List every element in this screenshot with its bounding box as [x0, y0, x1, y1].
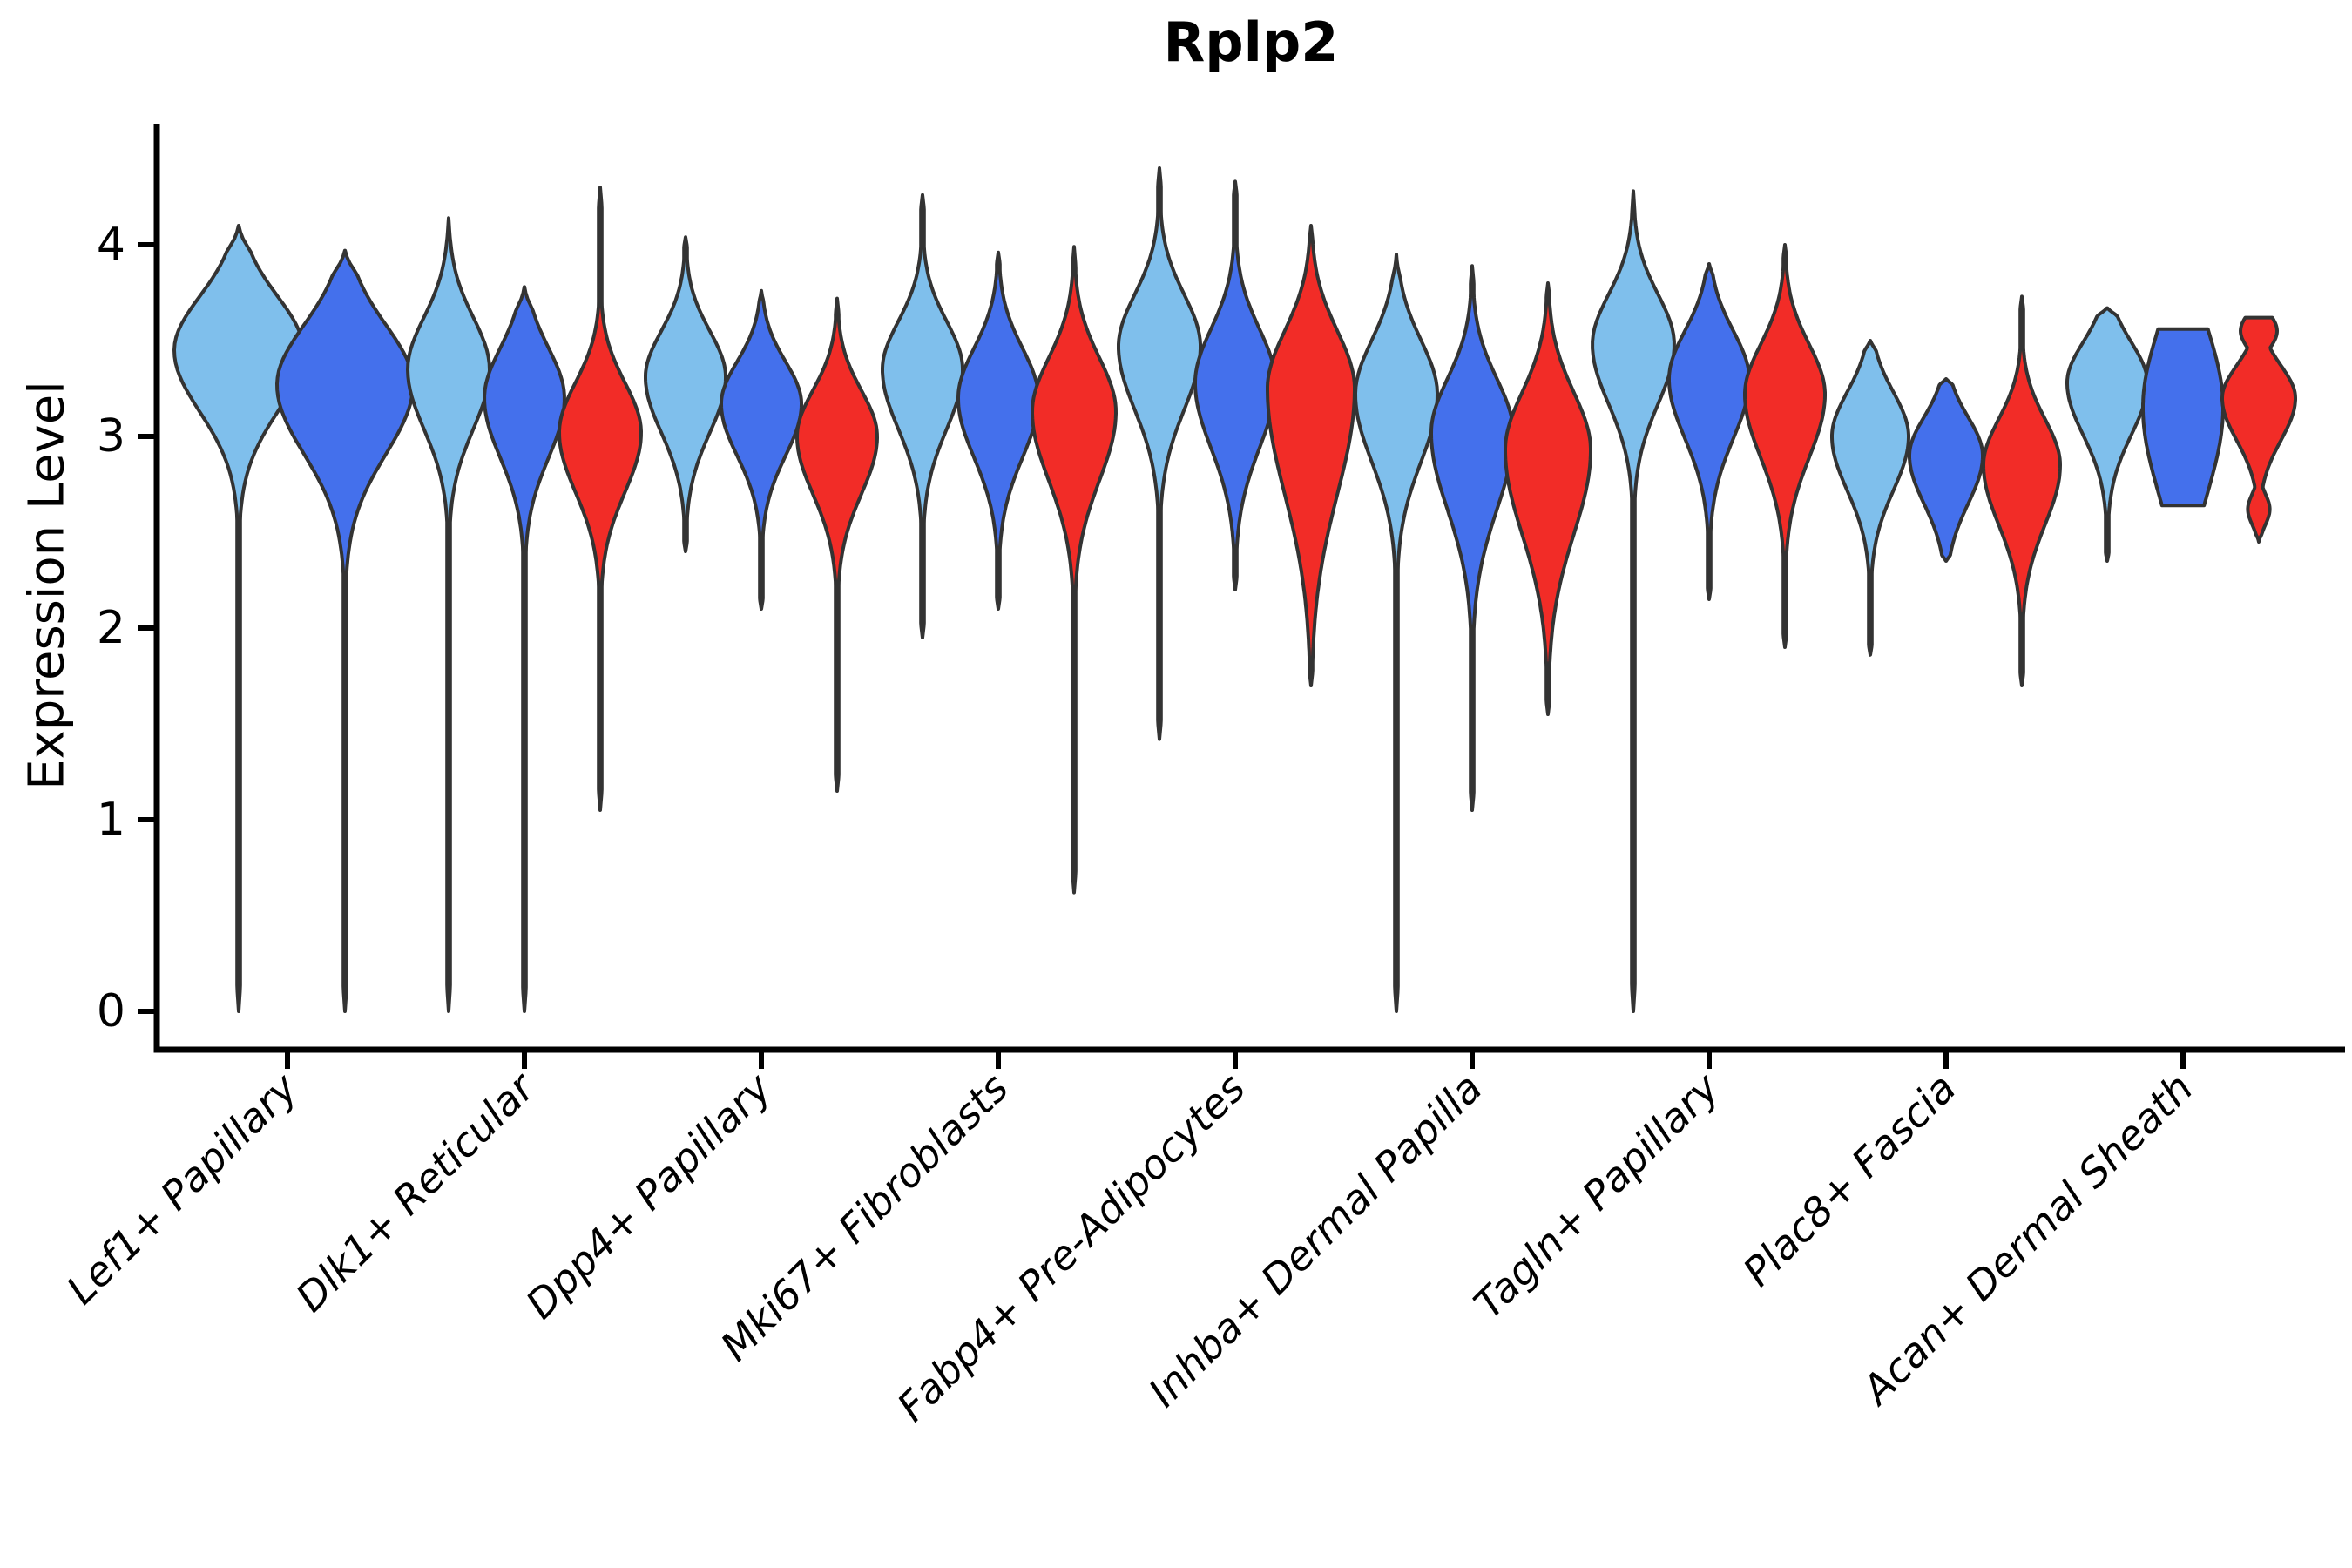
- violin-5-red: [1266, 224, 1356, 687]
- violin-6-light_blue: [1354, 253, 1439, 1013]
- violin-3-light_blue: [644, 235, 727, 553]
- violin-1-light_blue: [172, 224, 305, 1013]
- violin-5-light_blue: [1117, 166, 1202, 741]
- violin-7-light_blue: [1591, 189, 1676, 1013]
- x-category-label: Dpp4+ Papillary: [517, 1064, 781, 1328]
- violin-3-dark_blue: [720, 288, 803, 611]
- violin-8-light_blue: [1830, 339, 1910, 657]
- violin-7-dark_blue: [1667, 262, 1751, 601]
- y-tick-label: 2: [97, 602, 125, 654]
- x-category-label: Plac8+ Fascia: [1734, 1064, 1964, 1295]
- violin-2-light_blue: [406, 216, 491, 1013]
- violin-2-dark_blue: [483, 285, 566, 1013]
- y-tick-label: 3: [97, 410, 125, 463]
- x-category-label: Lef1+ Papillary: [57, 1064, 307, 1313]
- violin-8-red: [1982, 294, 2062, 687]
- violin-7-red: [1743, 243, 1827, 649]
- violin-3-red: [795, 296, 879, 793]
- violin-4-red: [1031, 245, 1118, 895]
- x-category-label: Dlk1+ Reticular: [287, 1062, 545, 1321]
- violin-5-dark_blue: [1193, 179, 1277, 591]
- y-tick-label: 4: [97, 219, 125, 271]
- violin-1-dark_blue: [275, 248, 415, 1013]
- violin-6-dark_blue: [1429, 264, 1515, 812]
- violin-4-dark_blue: [956, 250, 1040, 611]
- y-tick-label: 1: [97, 794, 125, 846]
- violin-6-red: [1504, 281, 1592, 716]
- x-category-label: Tagln+ Papillary: [1464, 1064, 1728, 1328]
- violin-2-red: [558, 186, 643, 812]
- violin-9-red: [2220, 315, 2297, 544]
- chart-title: Rplp2: [1163, 10, 1339, 74]
- violin-8-dark_blue: [1908, 377, 1984, 563]
- violin-9-dark_blue: [2141, 327, 2225, 508]
- y-tick-label: 0: [97, 985, 125, 1037]
- violin-9-light_blue: [2065, 306, 2149, 563]
- violin-4-light_blue: [881, 193, 964, 639]
